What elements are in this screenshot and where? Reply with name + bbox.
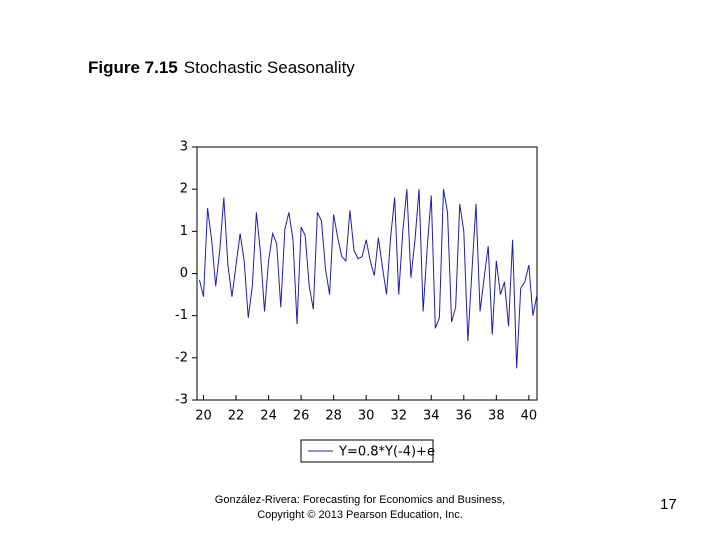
y-tick-label: -3 <box>175 393 188 408</box>
footer-line: Copyright © 2013 Pearson Education, Inc. <box>257 509 463 521</box>
y-tick-label: 2 <box>180 182 188 197</box>
title: Stochastic Seasonality <box>183 58 355 77</box>
x-tick-label: 26 <box>293 409 310 424</box>
x-tick-label: 28 <box>325 409 342 424</box>
x-tick-label: 30 <box>358 409 375 424</box>
y-tick-label: -1 <box>175 308 188 323</box>
footer-line: González-Rivera: Forecasting for Economi… <box>214 494 506 506</box>
footer: González-Rivera: Forecasting for Economi… <box>190 493 530 523</box>
x-tick-label: 32 <box>390 409 407 424</box>
x-tick-label: 40 <box>521 409 538 424</box>
x-tick-label: 24 <box>260 409 277 424</box>
y-tick-label: 0 <box>180 266 188 281</box>
plot-frame <box>196 146 538 401</box>
y-tick-label: 3 <box>180 140 188 155</box>
figure-title: Figure 7.15 Stochastic Seasonality <box>88 58 355 78</box>
x-tick-label: 36 <box>456 409 473 424</box>
legend-label: Y=0.8*Y(-4)+e <box>338 445 435 460</box>
x-tick-label: 34 <box>423 409 440 424</box>
x-tick-label: 20 <box>195 409 212 424</box>
legend-box <box>300 439 434 463</box>
y-tick-label: -2 <box>175 350 188 365</box>
series-line <box>198 189 538 369</box>
page-number: 17 <box>660 496 677 513</box>
figure-label: Figure 7.15 <box>88 58 178 77</box>
y-tick-label: 1 <box>180 224 188 239</box>
x-tick-label: 22 <box>228 409 245 424</box>
x-tick-label: 38 <box>488 409 505 424</box>
